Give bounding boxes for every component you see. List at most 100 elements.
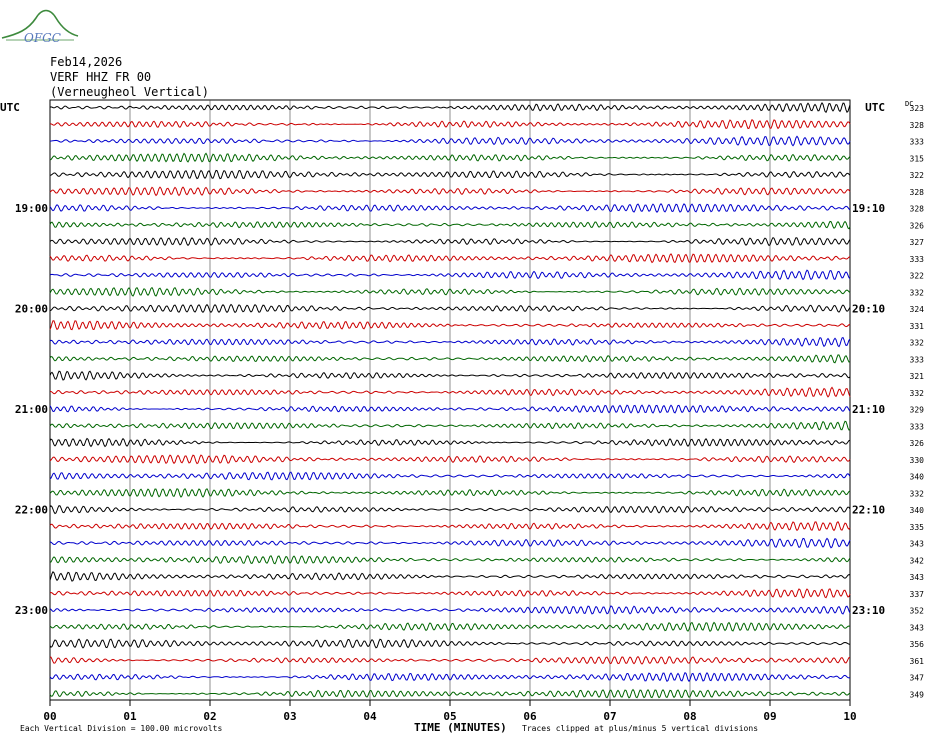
dc-offset-label: 326 bbox=[910, 439, 925, 448]
seismic-trace bbox=[49, 671, 851, 683]
x-tick-label: 09 bbox=[763, 710, 776, 723]
x-tick-label: 05 bbox=[443, 710, 456, 723]
seismic-trace bbox=[49, 202, 851, 214]
location-label: (Verneugheol Vertical) bbox=[50, 85, 209, 99]
right-time-label: 19:10 bbox=[852, 202, 885, 215]
seismic-trace bbox=[49, 320, 851, 331]
dc-offset-label: 330 bbox=[910, 456, 925, 465]
dc-offset-label: 342 bbox=[910, 556, 925, 565]
dc-offset-label: 332 bbox=[910, 489, 925, 498]
seismic-trace bbox=[49, 638, 851, 649]
seismic-trace bbox=[49, 437, 851, 448]
x-axis-label: TIME (MINUTES) bbox=[414, 721, 507, 734]
right-axis-title: UTC bbox=[865, 101, 885, 114]
dc-offset-label: 343 bbox=[910, 573, 925, 582]
x-tick-label: 06 bbox=[523, 710, 537, 723]
dc-offset-label: 349 bbox=[910, 690, 925, 699]
dc-offset-label: 328 bbox=[910, 205, 925, 214]
dc-offset-label: 326 bbox=[910, 221, 925, 230]
dc-offset-label: 343 bbox=[910, 540, 925, 549]
station-label: VERF HHZ FR 00 bbox=[50, 70, 152, 84]
seismic-trace bbox=[49, 386, 851, 398]
trace-group bbox=[49, 102, 851, 699]
dc-offset-label: 347 bbox=[910, 674, 925, 683]
date-label: Feb14,2026 bbox=[50, 55, 123, 69]
seismic-trace bbox=[49, 454, 851, 465]
seismic-trace bbox=[49, 354, 851, 364]
seismic-trace bbox=[49, 336, 851, 348]
seismic-trace bbox=[49, 135, 851, 147]
seismic-trace bbox=[49, 370, 851, 381]
dc-offset-label: 328 bbox=[910, 188, 925, 197]
dc-offset-label: 322 bbox=[910, 272, 925, 281]
x-tick-label: 07 bbox=[603, 710, 616, 723]
left-hour-label: 19:00 bbox=[15, 202, 48, 215]
seismic-trace bbox=[49, 236, 851, 247]
seismic-trace bbox=[49, 404, 851, 414]
dc-offset-label: 333 bbox=[910, 255, 925, 264]
dc-offset-label: 337 bbox=[910, 590, 925, 599]
seismic-trace bbox=[49, 253, 851, 264]
seismic-trace bbox=[49, 488, 851, 498]
seismic-trace bbox=[49, 505, 851, 515]
x-tick-label: 02 bbox=[203, 710, 216, 723]
dc-offset-label: 333 bbox=[910, 138, 925, 147]
right-time-label: 22:10 bbox=[852, 504, 885, 517]
seismic-trace bbox=[49, 655, 851, 665]
dc-offset-label: 324 bbox=[910, 305, 925, 314]
dc-offset-label: 332 bbox=[910, 288, 925, 297]
ofgc-logo: OFGC bbox=[1, 9, 79, 44]
dc-offset-label: 331 bbox=[910, 322, 925, 331]
seismic-trace bbox=[49, 169, 851, 180]
footer-clip-note: Traces clipped at plus/minus 5 vertical … bbox=[522, 724, 759, 733]
dc-offset-label: 323 bbox=[910, 104, 925, 113]
seismic-trace bbox=[49, 555, 851, 565]
seismic-trace bbox=[49, 588, 851, 599]
seismic-trace bbox=[50, 119, 851, 130]
dc-offset-label: 333 bbox=[910, 422, 925, 431]
dc-offset-label: 332 bbox=[910, 339, 925, 348]
seismic-trace bbox=[49, 102, 851, 114]
dc-offset-label: 335 bbox=[910, 523, 925, 532]
x-tick-label: 01 bbox=[123, 710, 137, 723]
seismic-trace bbox=[49, 571, 851, 582]
dc-offset-label: 328 bbox=[910, 121, 925, 130]
dc-offset-label: 356 bbox=[910, 640, 925, 649]
seismic-trace bbox=[49, 621, 851, 632]
x-tick-label: 03 bbox=[283, 710, 296, 723]
seismic-trace bbox=[49, 286, 851, 297]
left-hour-label: 22:00 bbox=[15, 504, 48, 517]
dc-offset-label: 321 bbox=[910, 372, 925, 381]
right-time-label: 23:10 bbox=[852, 604, 885, 617]
dc-label: DC bbox=[905, 100, 913, 108]
seismic-trace bbox=[49, 420, 851, 431]
seismic-trace bbox=[49, 220, 851, 230]
dc-offset-label: 315 bbox=[910, 154, 925, 163]
seismic-trace bbox=[49, 688, 851, 699]
footer-scale-note: Each Vertical Division = 100.00 microvol… bbox=[20, 724, 223, 733]
x-tick-label: 10 bbox=[843, 710, 856, 723]
left-hour-label: 21:00 bbox=[15, 403, 48, 416]
dc-offset-label: 332 bbox=[910, 389, 925, 398]
left-axis-title: UTC bbox=[0, 101, 20, 114]
axis-labels: 00 01 02 03 04 05 06 07 08 09 10 323 328 333 315 322 328… bbox=[0, 100, 924, 723]
left-hour-label: 23:00 bbox=[15, 604, 48, 617]
dc-offset-label: 327 bbox=[910, 238, 925, 247]
seismic-trace bbox=[49, 605, 851, 615]
dc-offset-label: 343 bbox=[910, 623, 925, 632]
dc-offset-label: 340 bbox=[910, 506, 925, 515]
plot-grid bbox=[49, 99, 851, 706]
seismic-trace bbox=[49, 520, 851, 532]
seismic-trace bbox=[49, 303, 851, 314]
seismic-trace bbox=[49, 471, 851, 481]
seismic-trace bbox=[49, 152, 851, 163]
right-time-label: 20:10 bbox=[852, 303, 885, 316]
dc-offset-label: 333 bbox=[910, 355, 925, 364]
right-time-label: 21:10 bbox=[852, 403, 885, 416]
dc-offset-label: 329 bbox=[910, 406, 925, 415]
logo-text: OFGC bbox=[24, 31, 61, 44]
dc-offset-label: 322 bbox=[910, 171, 925, 180]
x-tick-label: 04 bbox=[363, 710, 377, 723]
seismic-trace bbox=[49, 186, 851, 197]
